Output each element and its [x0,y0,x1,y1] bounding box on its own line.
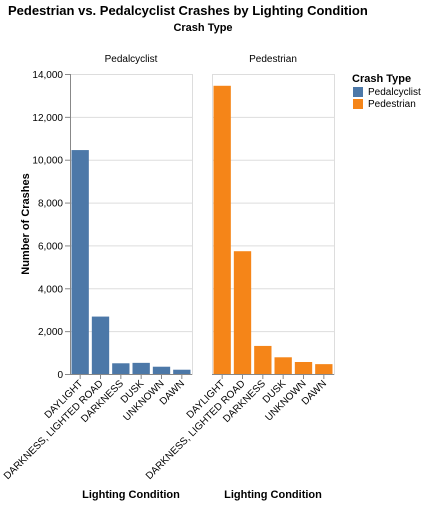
x-tick-label: DARKNESS, LIGHTED ROAD [2,378,106,482]
x-tick-label: DARKNESS, LIGHTED ROAD [144,378,248,482]
y-tick-label: 6,000 [38,241,63,252]
legend-label: Pedestrian [368,99,416,110]
legend-swatch [353,99,363,109]
y-tick-label: 4,000 [38,284,63,295]
facet-title: Crash Type [173,22,232,34]
legend-title: Crash Type [352,73,411,85]
bar-pedalcyclist-3 [132,362,150,374]
legend-label: Pedalcyclist [368,87,421,98]
y-tick-label: 2,000 [38,327,63,338]
bar-pedestrian-1 [233,251,252,374]
bar-pedalcyclist-0 [71,150,89,374]
y-tick-label: 10,000 [32,156,63,167]
bar-pedestrian-0 [213,85,231,375]
y-axis: 0 2,000 4,000 6,000 8,000 10,000 12,000 14,000 [32,70,71,381]
y-axis-title: Number of Crashes [20,173,32,274]
bar-pedalcyclist-4 [152,366,171,374]
bar-pedestrian-4 [294,362,313,374]
legend-swatch [353,87,363,97]
bar-pedalcyclist-2 [112,363,130,374]
facet-label: Pedestrian [249,54,297,65]
facet-label: Pedalcyclist [105,54,158,65]
bar-pedestrian-5 [315,364,333,374]
bar-pedestrian-2 [254,345,272,374]
bar-pedalcyclist-5 [173,369,191,374]
y-tick-label: 8,000 [38,199,63,210]
y-tick-label: 0 [57,370,63,381]
x-axis-title: Lighting Condition [82,489,180,501]
bar-pedalcyclist-1 [91,316,110,374]
chart-title: Pedestrian vs. Pedalcyclist Crashes by L… [8,3,368,18]
x-axis-title: Lighting Condition [224,489,322,501]
y-tick-label: 14,000 [32,70,63,81]
y-tick-label: 12,000 [32,113,63,124]
bar-pedestrian-3 [274,357,292,374]
